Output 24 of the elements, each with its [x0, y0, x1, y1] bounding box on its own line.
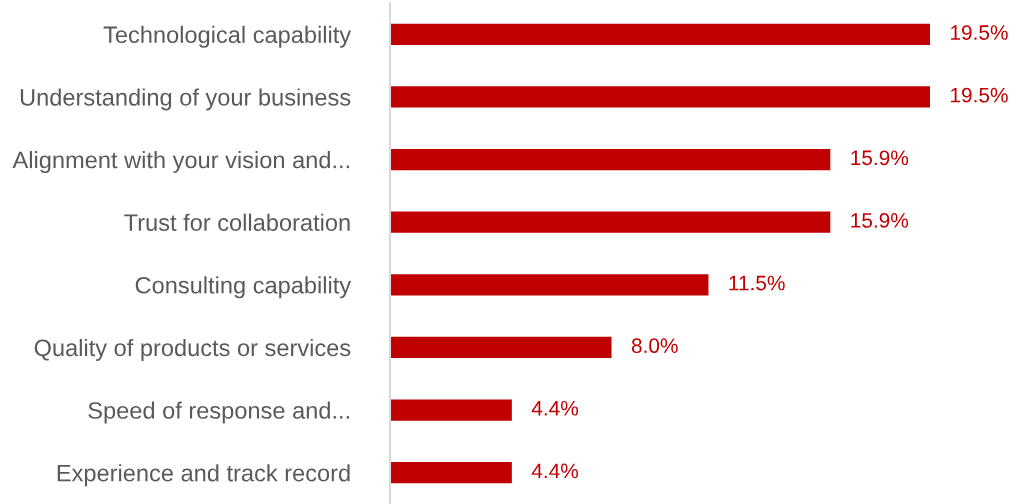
data-label: 15.9%	[851, 150, 909, 166]
data-label: 19.5%	[951, 87, 1008, 103]
bar	[390, 23, 930, 45]
y-tick-label: Speed of response and...	[88, 401, 349, 424]
data-label: 15.9%	[851, 213, 909, 228]
bar	[390, 86, 930, 108]
data-label: 4.4%	[531, 400, 579, 416]
y-tick-label: Understanding of your business	[20, 88, 351, 111]
bar	[390, 336, 612, 359]
bar	[390, 148, 831, 171]
bar	[390, 462, 512, 484]
y-tick-label: Consulting capability	[135, 276, 352, 299]
data-label: 11.5%	[729, 275, 785, 291]
y-tick-label: Quality of products or services	[34, 338, 351, 361]
y-tick-label: Trust for collaboration	[124, 213, 350, 231]
y-tick-label: Experience and track record	[57, 464, 350, 487]
data-label: 4.4%	[531, 463, 579, 479]
bar	[390, 211, 831, 233]
y-tick-label: Technological capability	[103, 25, 352, 48]
data-label: 8.0%	[631, 338, 678, 354]
data-label: 19.5%	[951, 25, 1008, 40]
bar	[390, 399, 512, 421]
y-tick-label: Alignment with your vision and...	[12, 151, 349, 174]
bar	[390, 274, 709, 296]
